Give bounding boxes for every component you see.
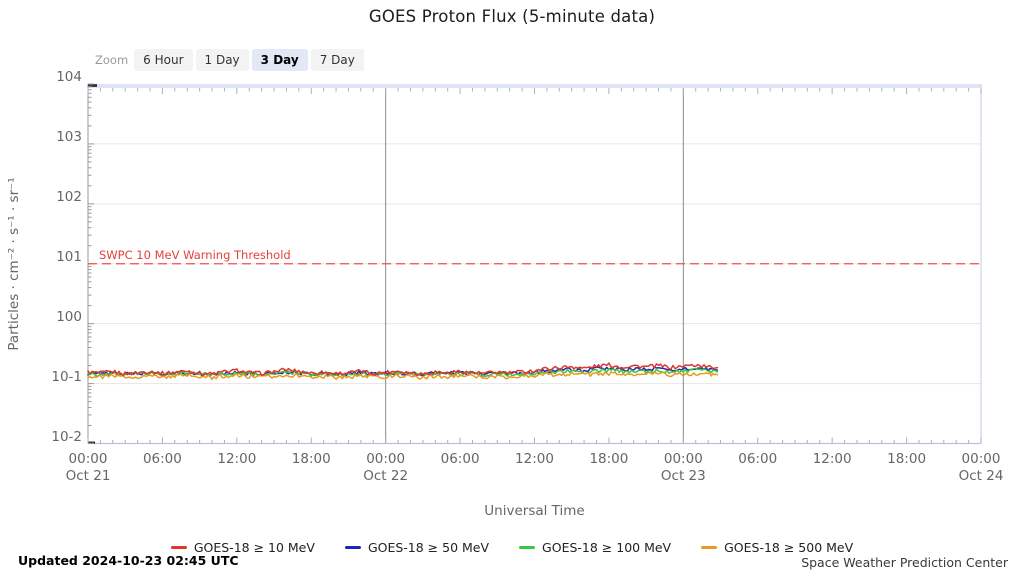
y-tick-label: 104	[56, 69, 82, 85]
x-tick-label: 06:00	[440, 451, 480, 467]
x-tick-label: 06:00	[142, 451, 182, 467]
x-tick-label: 18:00	[887, 451, 927, 467]
legend: GOES-18 ≥ 10 MeV GOES-18 ≥ 50 MeV GOES-18 …	[0, 540, 1024, 555]
legend-line-icon	[170, 546, 187, 549]
plot-area[interactable]	[88, 84, 981, 444]
series-line-goes-18-10-mev	[87, 362, 719, 376]
legend-label: GOES-18 ≥ 10 MeV	[193, 540, 315, 555]
x-tick-label: 00:00	[961, 451, 1001, 467]
top-axis-band	[88, 84, 981, 88]
legend-item[interactable]: GOES-18 ≥ 500 MeV	[701, 540, 853, 555]
series-line-goes-18-500-mev	[87, 371, 719, 381]
legend-label: GOES-18 ≥ 100 MeV	[542, 540, 672, 555]
x-tick-label: 00:00	[366, 451, 406, 467]
x-tick-label: 18:00	[589, 451, 629, 467]
threshold-label: SWPC 10 MeV Warning Threshold	[99, 248, 291, 262]
zoom-button-1-day[interactable]: 1 Day	[195, 49, 249, 71]
x-date-label: Oct 23	[660, 468, 706, 484]
x-tick-label: 12:00	[812, 451, 852, 467]
legend-item[interactable]: GOES-18 ≥ 10 MeV	[170, 540, 315, 555]
legend-label: GOES-18 ≥ 500 MeV	[724, 540, 854, 555]
x-tick-label: 06:00	[738, 451, 778, 467]
y-tick-label: 103	[56, 128, 82, 145]
x-tick-label: 12:00	[515, 451, 554, 467]
axis-corner-mark-bottom	[88, 441, 95, 444]
x-tick-label: 12:00	[217, 451, 257, 467]
legend-line-icon	[701, 546, 718, 549]
y-tick-label: 100	[56, 308, 82, 325]
zoom-toolbar-label: Zoom	[95, 53, 129, 67]
x-date-label: Oct 22	[363, 468, 409, 484]
y-tick-label: 101	[56, 248, 82, 265]
updated-timestamp: Updated 2024-10-23 02:45 UTC	[18, 553, 239, 568]
chart-title: GOES Proton Flux (5-minute data)	[368, 7, 656, 26]
axis-corner-mark-top	[88, 84, 97, 87]
legend-line-icon	[344, 546, 361, 549]
source-credit: Space Weather Prediction Center	[801, 555, 1008, 570]
zoom-button-group: 6 Hour 1 Day 3 Day 7 Day	[134, 49, 367, 71]
legend-item[interactable]: GOES-18 ≥ 50 MeV	[344, 540, 490, 555]
zoom-button-7-day[interactable]: 7 Day	[310, 49, 364, 71]
zoom-toolbar: Zoom 6 Hour 1 Day 3 Day 7 Day	[95, 49, 367, 71]
zoom-button-3-day[interactable]: 3 Day	[251, 49, 308, 71]
x-tick-label: 18:00	[291, 451, 331, 467]
x-date-label: Oct 21	[65, 468, 111, 484]
x-tick-label: 00:00	[663, 451, 703, 467]
legend-item[interactable]: GOES-18 ≥ 100 MeV	[519, 540, 671, 555]
zoom-button-6-hour[interactable]: 6 Hour	[134, 49, 193, 71]
x-date-label: Oct 24	[958, 468, 1004, 484]
legend-line-icon	[519, 546, 536, 549]
y-tick-label: 10-1	[51, 368, 82, 385]
x-tick-label: 00:00	[68, 451, 108, 467]
y-tick-label: 10-2	[51, 428, 82, 445]
y-tick-label: 102	[56, 188, 82, 205]
legend-label: GOES-18 ≥ 50 MeV	[367, 540, 490, 555]
x-axis-title: Universal Time	[484, 503, 585, 519]
